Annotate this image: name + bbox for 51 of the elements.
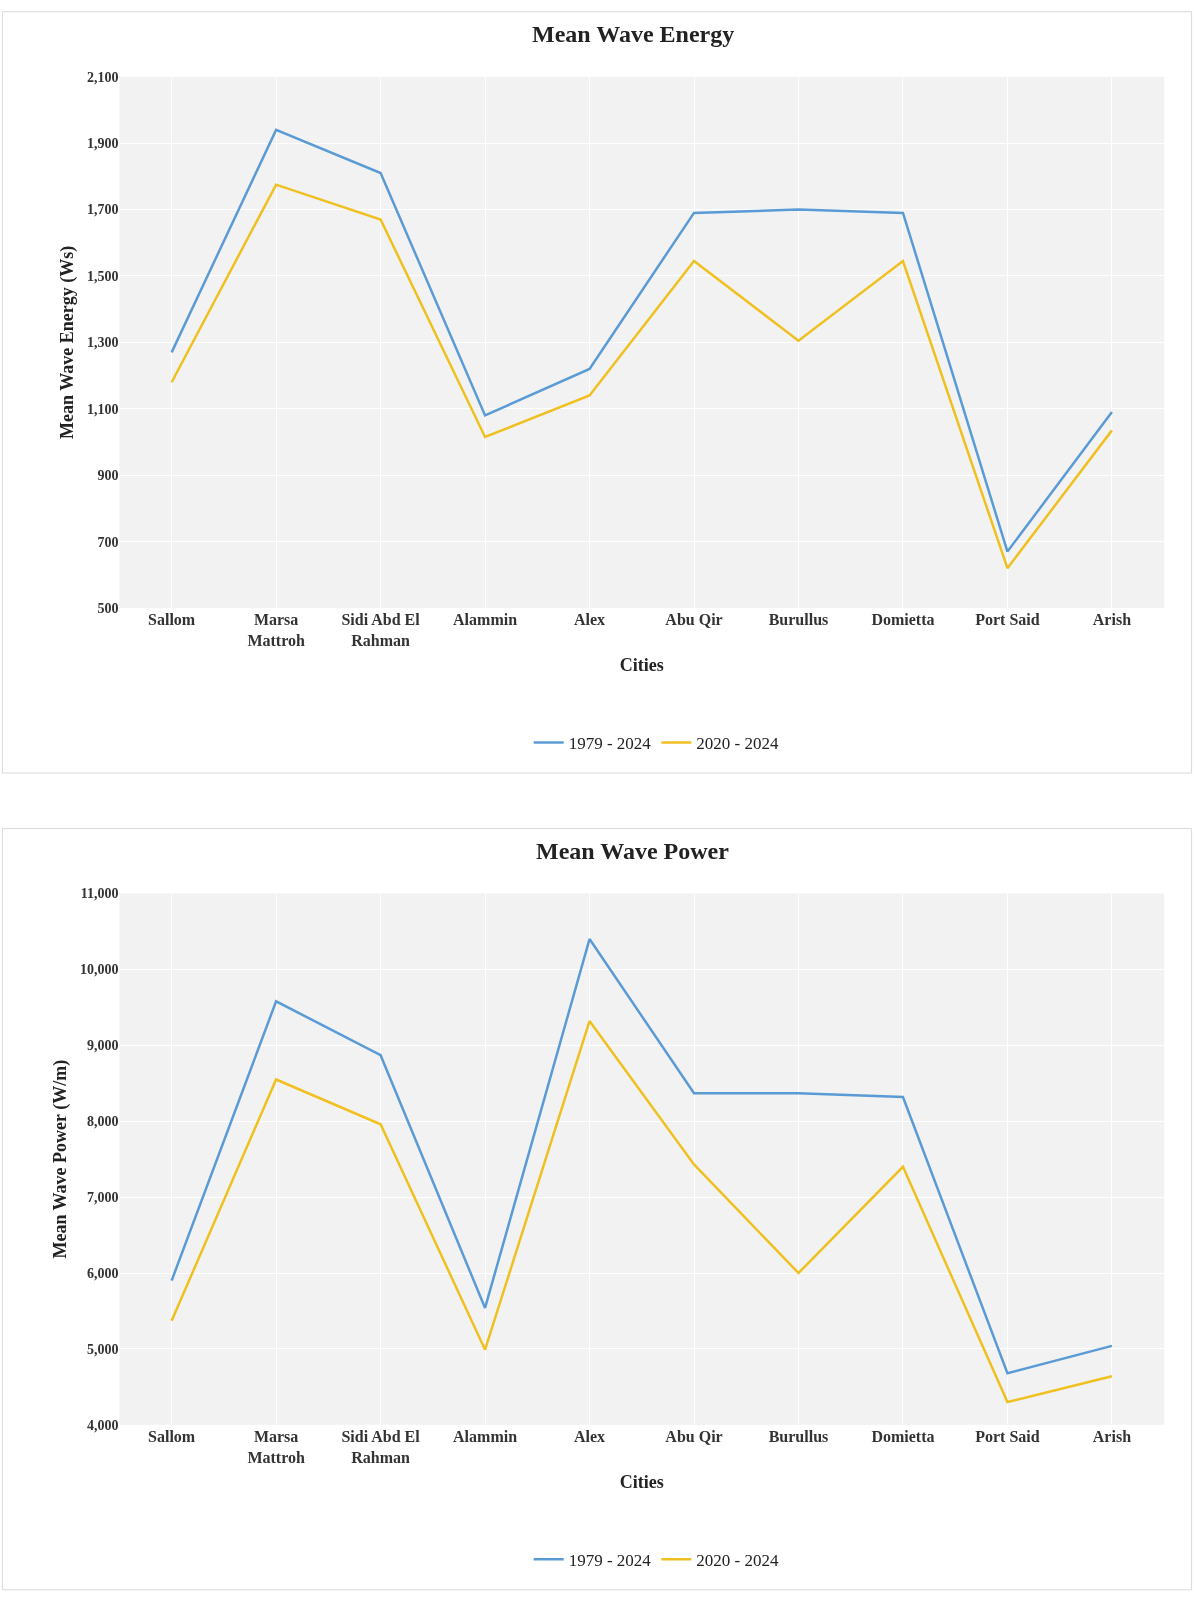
y-tick-label: 9,000 [86,1038,119,1054]
y-tick-label: 8,000 [86,1114,119,1130]
y-tick-label: 10,000 [79,962,119,978]
y-tick-label: 7,000 [86,1190,119,1206]
x-tick-label: Sallom [148,1427,196,1445]
line-series [170,1019,1114,1404]
y-tick-label: 1,700 [86,202,119,218]
x-tick-label: Sidi Abd El Rahman [341,1427,421,1466]
x-tick-label: Domietta [871,611,935,629]
y-tick-label: 5,000 [86,1341,119,1357]
y-axis-title: Mean Wave Energy (Ws) [57,245,79,439]
line-series [170,937,1114,1375]
x-tick-label: Domietta [871,1427,935,1445]
x-tick-label: Alex [573,611,606,629]
y-axis-title: Mean Wave Power (W/m) [50,1059,72,1259]
x-tick-label: Arish [1092,1427,1132,1445]
x-axis-title: Cities [619,654,664,675]
y-tick-label: 1,900 [86,136,119,152]
legend-label: 2020 - 2024 [696,1550,780,1570]
y-tick-label: 900 [97,468,119,484]
legend-label: 1979 - 2024 [568,734,652,754]
y-tick-label: 6,000 [86,1265,119,1281]
x-tick-label: Arish [1092,611,1132,629]
x-tick-label: Abu Qir [665,1427,723,1445]
y-tick-label: 1,300 [86,335,119,351]
legend-label: 1979 - 2024 [568,1550,652,1570]
y-tick-label: 1,100 [86,401,119,417]
x-tick-label: Port Said [975,1427,1040,1445]
x-tick-label: Abu Qir [665,611,723,629]
x-tick-label: Marsa Mattroh [247,611,305,649]
y-tick-label: 500 [97,600,119,616]
x-tick-label: Sallom [148,611,196,629]
legend-label: 2020 - 2024 [696,734,780,754]
x-tick-label: Port Said [975,611,1040,629]
x-tick-label: Alammin [453,1427,518,1445]
x-tick-label: Burullus [768,1427,829,1445]
line-series [170,128,1114,553]
line-series [170,183,1114,570]
y-tick-label: 11,000 [80,886,119,902]
chart-title: Mean Wave Energy [532,21,735,47]
x-axis-title: Cities [619,1471,664,1492]
x-tick-label: Alex [573,1427,606,1445]
y-tick-label: 1,500 [86,268,119,284]
y-tick-label: 2,100 [86,69,119,85]
x-tick-label: Burullus [768,611,829,629]
chart-title: Mean Wave Power [536,838,730,864]
x-tick-label: Marsa Mattroh [247,1427,305,1466]
y-tick-label: 4,000 [86,1417,119,1433]
x-tick-label: Alammin [453,611,518,629]
y-tick-label: 700 [97,534,119,550]
x-tick-label: Sidi Abd El Rahman [341,611,421,649]
